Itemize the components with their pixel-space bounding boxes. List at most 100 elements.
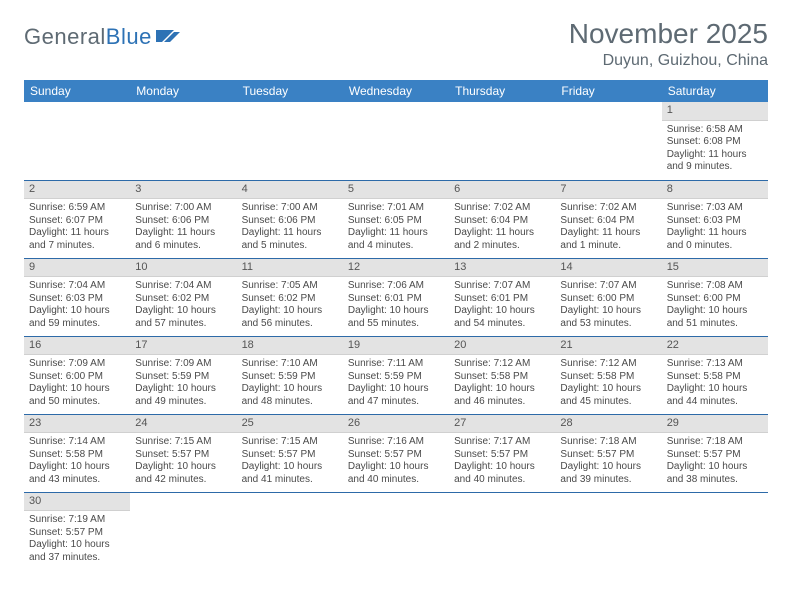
day-cell: 26Sunrise: 7:16 AMSunset: 5:57 PMDayligh…	[343, 414, 449, 492]
day-cell: 4Sunrise: 7:00 AMSunset: 6:06 PMDaylight…	[237, 180, 343, 258]
sunrise-text: Sunrise: 7:15 AM	[135, 436, 231, 449]
week-row: 30Sunrise: 7:19 AMSunset: 5:57 PMDayligh…	[24, 492, 768, 570]
sunset-text: Sunset: 5:57 PM	[667, 449, 763, 462]
day-body: Sunrise: 6:59 AMSunset: 6:07 PMDaylight:…	[24, 199, 130, 255]
sunset-text: Sunset: 5:59 PM	[348, 371, 444, 384]
logo: GeneralBlue	[24, 24, 182, 50]
day-cell: 28Sunrise: 7:18 AMSunset: 5:57 PMDayligh…	[555, 414, 661, 492]
sunrise-text: Sunrise: 7:03 AM	[667, 202, 763, 215]
day-cell: 15Sunrise: 7:08 AMSunset: 6:00 PMDayligh…	[662, 258, 768, 336]
sunset-text: Sunset: 6:06 PM	[135, 215, 231, 228]
sunrise-text: Sunrise: 6:58 AM	[667, 124, 763, 137]
day-cell: 14Sunrise: 7:07 AMSunset: 6:00 PMDayligh…	[555, 258, 661, 336]
flag-icon	[156, 28, 182, 46]
day-body: Sunrise: 7:08 AMSunset: 6:00 PMDaylight:…	[662, 277, 768, 333]
day-body: Sunrise: 7:00 AMSunset: 6:06 PMDaylight:…	[130, 199, 236, 255]
day-cell: 24Sunrise: 7:15 AMSunset: 5:57 PMDayligh…	[130, 414, 236, 492]
sunset-text: Sunset: 5:59 PM	[242, 371, 338, 384]
sunrise-text: Sunrise: 7:12 AM	[454, 358, 550, 371]
day-cell: 7Sunrise: 7:02 AMSunset: 6:04 PMDaylight…	[555, 180, 661, 258]
sunset-text: Sunset: 6:04 PM	[560, 215, 656, 228]
day-number: 19	[343, 337, 449, 356]
daylight-text: Daylight: 10 hours and 48 minutes.	[242, 383, 338, 408]
day-body: Sunrise: 7:06 AMSunset: 6:01 PMDaylight:…	[343, 277, 449, 333]
sunset-text: Sunset: 5:57 PM	[135, 449, 231, 462]
day-body: Sunrise: 7:19 AMSunset: 5:57 PMDaylight:…	[24, 511, 130, 567]
sunset-text: Sunset: 6:00 PM	[560, 293, 656, 306]
sunset-text: Sunset: 6:06 PM	[242, 215, 338, 228]
daylight-text: Daylight: 10 hours and 53 minutes.	[560, 305, 656, 330]
day-number: 15	[662, 259, 768, 278]
calendar-table: Sunday Monday Tuesday Wednesday Thursday…	[24, 80, 768, 570]
day-number: 29	[662, 415, 768, 434]
sunrise-text: Sunrise: 7:12 AM	[560, 358, 656, 371]
day-body: Sunrise: 7:00 AMSunset: 6:06 PMDaylight:…	[237, 199, 343, 255]
daylight-text: Daylight: 10 hours and 49 minutes.	[135, 383, 231, 408]
sunrise-text: Sunrise: 7:05 AM	[242, 280, 338, 293]
day-cell: 11Sunrise: 7:05 AMSunset: 6:02 PMDayligh…	[237, 258, 343, 336]
daylight-text: Daylight: 10 hours and 56 minutes.	[242, 305, 338, 330]
day-body: Sunrise: 7:18 AMSunset: 5:57 PMDaylight:…	[662, 433, 768, 489]
day-body: Sunrise: 7:12 AMSunset: 5:58 PMDaylight:…	[555, 355, 661, 411]
week-row: 23 Sunrise: 7:14 AMSunset: 5:58 PM Dayligh…	[24, 414, 768, 492]
day-cell	[449, 102, 555, 180]
sunset-text: Sunset: 5:58 PM	[454, 371, 550, 384]
daylight-text: Daylight: 11 hours and 0 minutes.	[667, 227, 763, 252]
daylight-text: Daylight: 10 hours and 54 minutes.	[454, 305, 550, 330]
sunset-text: Sunset: 5:58 PM	[29, 449, 125, 462]
day-cell	[130, 102, 236, 180]
day-body: Sunrise: 7:04 AMSunset: 6:03 PMDaylight:…	[24, 277, 130, 333]
sunrise-text: Sunrise: 7:11 AM	[348, 358, 444, 371]
sunrise-text: Sunrise: 7:08 AM	[667, 280, 763, 293]
day-cell: 30Sunrise: 7:19 AMSunset: 5:57 PMDayligh…	[24, 492, 130, 570]
sunset-text: Sunset: 6:02 PM	[242, 293, 338, 306]
day-number: 3	[130, 181, 236, 200]
day-number: 25	[237, 415, 343, 434]
day-cell: 1Sunrise: 6:58 AMSunset: 6:08 PMDaylight…	[662, 102, 768, 180]
day-number: 23	[24, 415, 130, 434]
day-body: Sunrise: 7:02 AMSunset: 6:04 PMDaylight:…	[449, 199, 555, 255]
sunrise-text: Sunrise: 7:16 AM	[348, 436, 444, 449]
day-cell	[343, 492, 449, 570]
sunrise-text: Sunrise: 7:18 AM	[560, 436, 656, 449]
sunset-text: Sunset: 5:57 PM	[242, 449, 338, 462]
daylight-text: Daylight: 10 hours and 50 minutes.	[29, 383, 125, 408]
day-body: Sunrise: 7:04 AMSunset: 6:02 PMDaylight:…	[130, 277, 236, 333]
sunrise-text: Sunrise: 7:14 AM	[29, 436, 125, 449]
sunrise-text: Sunrise: 7:19 AM	[29, 514, 125, 527]
daylight-text: Daylight: 10 hours and 38 minutes.	[667, 461, 763, 486]
day-number: 22	[662, 337, 768, 356]
sunset-text: Sunset: 6:05 PM	[348, 215, 444, 228]
day-number: 6	[449, 181, 555, 200]
day-number: 16	[24, 337, 130, 356]
week-row: 1Sunrise: 6:58 AMSunset: 6:08 PMDaylight…	[24, 102, 768, 180]
day-cell: 16Sunrise: 7:09 AMSunset: 6:00 PMDayligh…	[24, 336, 130, 414]
day-cell: 19Sunrise: 7:11 AMSunset: 5:59 PMDayligh…	[343, 336, 449, 414]
sunrise-text: Sunrise: 7:17 AM	[454, 436, 550, 449]
sunrise-text: Sunrise: 7:02 AM	[454, 202, 550, 215]
sunrise-text: Sunrise: 7:15 AM	[242, 436, 338, 449]
day-cell: 29Sunrise: 7:18 AMSunset: 5:57 PMDayligh…	[662, 414, 768, 492]
sunset-text: Sunset: 6:03 PM	[667, 215, 763, 228]
day-cell: 17Sunrise: 7:09 AMSunset: 5:59 PMDayligh…	[130, 336, 236, 414]
day-number: 21	[555, 337, 661, 356]
day-cell: 9Sunrise: 7:04 AMSunset: 6:03 PMDaylight…	[24, 258, 130, 336]
sunrise-text: Sunrise: 7:07 AM	[560, 280, 656, 293]
daylight-text: Daylight: 10 hours and 45 minutes.	[560, 383, 656, 408]
sunset-text: Sunset: 5:57 PM	[29, 527, 125, 540]
day-cell: 6Sunrise: 7:02 AMSunset: 6:04 PMDaylight…	[449, 180, 555, 258]
sunrise-text: Sunrise: 7:00 AM	[242, 202, 338, 215]
day-cell: 20Sunrise: 7:12 AMSunset: 5:58 PMDayligh…	[449, 336, 555, 414]
day-cell: 25Sunrise: 7:15 AMSunset: 5:57 PMDayligh…	[237, 414, 343, 492]
day-number: 1	[662, 102, 768, 121]
weekday-thursday: Thursday	[449, 80, 555, 102]
sunset-text: Sunset: 6:01 PM	[348, 293, 444, 306]
weekday-saturday: Saturday	[662, 80, 768, 102]
calendar-body: 1Sunrise: 6:58 AMSunset: 6:08 PMDaylight…	[24, 102, 768, 570]
day-number: 28	[555, 415, 661, 434]
logo-text-general: General	[24, 24, 106, 50]
sunrise-text: Sunrise: 7:13 AM	[667, 358, 763, 371]
day-cell	[662, 492, 768, 570]
header: GeneralBlue November 2025 Duyun, Guizhou…	[24, 18, 768, 70]
day-cell: 21Sunrise: 7:12 AMSunset: 5:58 PMDayligh…	[555, 336, 661, 414]
